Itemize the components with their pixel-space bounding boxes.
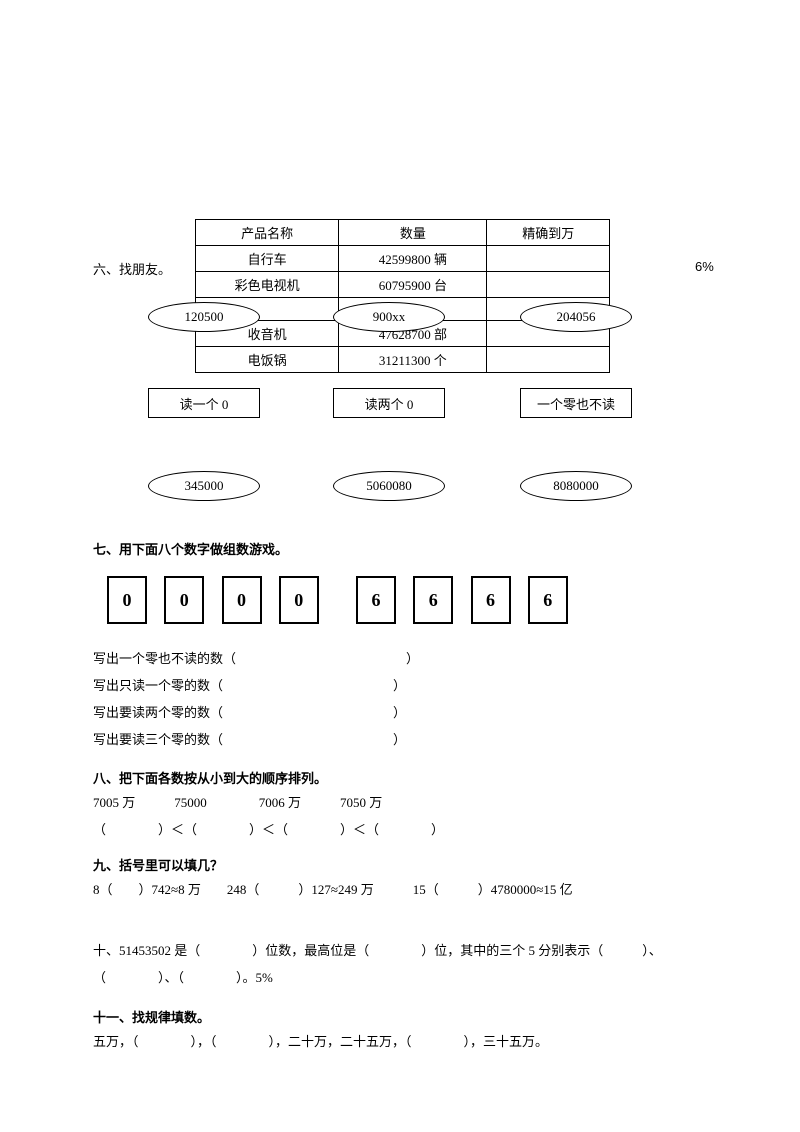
rect-2: 读两个 0 <box>333 388 445 418</box>
ellipse-label: 204056 <box>557 309 596 325</box>
cell: 31211300 个 <box>339 347 487 373</box>
q8-numbers: 7005 万 75000 7006 万 7050 万 <box>93 792 793 814</box>
th-round: 精确到万 <box>487 220 610 246</box>
cell: 42599800 辆 <box>339 246 487 272</box>
q11-content: 五万，（ ），（ ），二十万，二十五万，（ ），三十五万。 <box>93 1031 793 1053</box>
digit-card: 0 <box>164 576 204 624</box>
cell: 自行车 <box>196 246 339 272</box>
ellipse-label: 345000 <box>185 478 224 494</box>
q11: 十一、找规律填数。 五万，（ ），（ ），二十万，二十五万，（ ），三十五万。 <box>93 1007 793 1058</box>
ellipse-label: 900xx <box>373 309 406 325</box>
cell <box>487 246 610 272</box>
q7-title: 七、用下面八个数字做组数游戏。 <box>93 539 793 558</box>
cell: 彩色电视机 <box>196 272 339 298</box>
ellipse-4: 345000 <box>148 471 260 501</box>
q9-title: 九、括号里可以填几？ <box>93 855 793 874</box>
digit-card: 6 <box>528 576 568 624</box>
digit-card: 0 <box>279 576 319 624</box>
q7-line: 写出要读三个零的数（） <box>93 729 793 751</box>
cell: 60795900 台 <box>339 272 487 298</box>
rect-1: 读一个 0 <box>148 388 260 418</box>
rect-label: 读两个 0 <box>365 394 414 413</box>
rect-label: 读一个 0 <box>180 394 229 413</box>
q7-line: 写出只读一个零的数（） <box>93 675 793 697</box>
digit-card: 0 <box>222 576 262 624</box>
ellipse-1: 120500 <box>148 302 260 332</box>
q11-title: 十一、找规律填数。 <box>93 1007 793 1026</box>
q7: 七、用下面八个数字做组数游戏。 0 0 0 0 6 6 6 6 写出一个零也不读… <box>93 539 793 756</box>
ellipse-5: 5060080 <box>333 471 445 501</box>
q6-percent: 6% <box>695 259 714 274</box>
q10-line2: （ ）、（ ）。5% <box>93 967 793 989</box>
q9: 九、括号里可以填几？ 8（ ）742≈8 万 248（ ）127≈249 万 1… <box>93 855 793 906</box>
product-table: 产品名称 数量 精确到万 自行车 42599800 辆 彩色电视机 607959… <box>195 219 610 373</box>
q10-line1: 十、51453502 是（ ）位数，最高位是（ ）位，其中的三个 5 分别表示（… <box>93 940 793 962</box>
ellipse-label: 120500 <box>185 309 224 325</box>
cell <box>487 272 610 298</box>
rect-3: 一个零也不读 <box>520 388 632 418</box>
ellipse-2: 900xx <box>333 302 445 332</box>
q6-title: 六、找朋友。 <box>93 259 171 278</box>
digit-card: 6 <box>471 576 511 624</box>
digit-card: 0 <box>107 576 147 624</box>
digit-card: 6 <box>356 576 396 624</box>
q7-line: 写出要读两个零的数（） <box>93 702 793 724</box>
th-qty: 数量 <box>339 220 487 246</box>
cell: 电饭锅 <box>196 347 339 373</box>
rect-label: 一个零也不读 <box>537 394 615 413</box>
digit-card: 6 <box>413 576 453 624</box>
q9-content: 8（ ）742≈8 万 248（ ）127≈249 万 15（ ）4780000… <box>93 879 793 901</box>
ellipse-label: 8080000 <box>553 478 599 494</box>
q8: 八、把下面各数按从小到大的顺序排列。 7005 万 75000 7006 万 7… <box>93 768 793 846</box>
cell <box>487 347 610 373</box>
ellipse-label: 5060080 <box>366 478 412 494</box>
ellipse-6: 8080000 <box>520 471 632 501</box>
ellipse-3: 204056 <box>520 302 632 332</box>
q7-line: 写出一个零也不读的数（） <box>93 648 793 670</box>
q8-title: 八、把下面各数按从小到大的顺序排列。 <box>93 768 793 787</box>
q8-order: （ ）＜（ ）＜（ ）＜（ ） <box>93 819 793 841</box>
q10: 十、51453502 是（ ）位数，最高位是（ ）位，其中的三个 5 分别表示（… <box>93 935 793 994</box>
th-name: 产品名称 <box>196 220 339 246</box>
